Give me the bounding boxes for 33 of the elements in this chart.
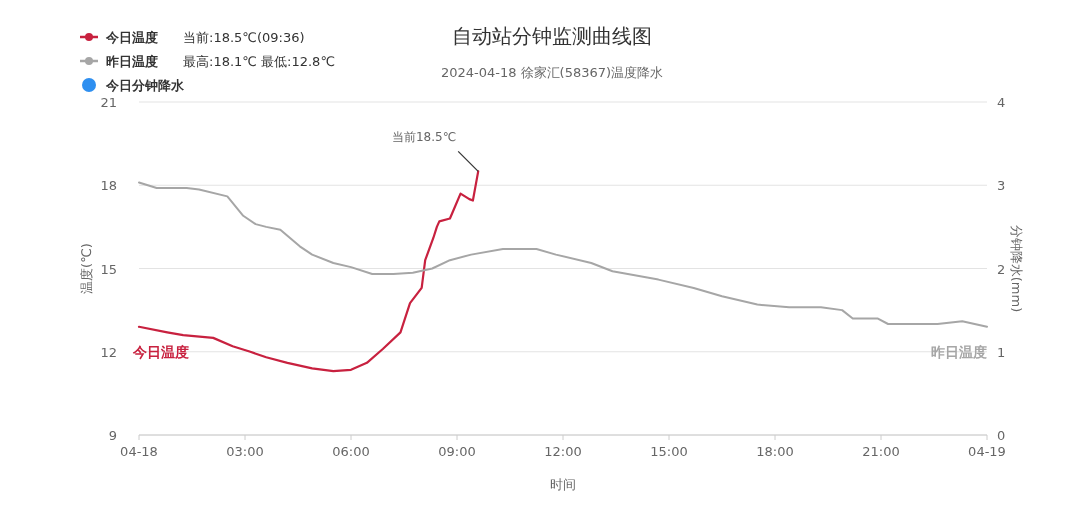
text: 昨日温度 bbox=[931, 343, 987, 360]
x-tick-label: 15:00 bbox=[650, 444, 688, 459]
y2-tick-label: 0 bbox=[997, 428, 1006, 443]
text: 今日温度 bbox=[133, 343, 189, 360]
text: 最高:18.1℃ 最低:12.8℃ bbox=[183, 54, 335, 69]
x-tick-label: 04-19 bbox=[968, 444, 1006, 459]
line-series bbox=[138, 181, 988, 328]
text: 当前:18.5℃(09:36) bbox=[183, 30, 305, 45]
annotation: 当前18.5℃ bbox=[392, 130, 457, 145]
legend-label: 今日分钟降水 bbox=[105, 78, 185, 93]
y-tick-label: 21 bbox=[100, 95, 117, 110]
x-tick-label: 09:00 bbox=[438, 444, 476, 459]
x-tick-label: 04-18 bbox=[120, 444, 158, 459]
chart-subtitle: 2024-04-18 徐家汇(58367)温度降水 bbox=[440, 65, 664, 80]
x-tick-label: 21:00 bbox=[862, 444, 900, 459]
y2-tick-label: 1 bbox=[997, 344, 1006, 360]
legend-label: 今日温度 bbox=[105, 30, 158, 45]
legend-label: 昨日温度 bbox=[106, 54, 158, 69]
x-tick-label: 18:00 bbox=[756, 444, 794, 459]
y-axis-title: 温度(℃) bbox=[79, 243, 94, 294]
y2-tick-label: 3 bbox=[997, 178, 1006, 194]
x-tick-label: 12:00 bbox=[544, 444, 582, 459]
y2-tick-label: 4 bbox=[997, 95, 1006, 110]
chart-title: 自动站分钟监测曲线图 bbox=[452, 24, 652, 48]
x-tick-label: 06:00 bbox=[332, 444, 370, 459]
y2-tick-label: 2 bbox=[997, 261, 1006, 277]
y2-axis-title: 分钟降水(mm) bbox=[1009, 224, 1024, 313]
y-tick-label: 12 bbox=[100, 344, 117, 360]
y-tick-label: 15 bbox=[100, 261, 117, 277]
x-tick-label: 03:00 bbox=[226, 444, 264, 459]
x-axis-title: 时间 bbox=[550, 477, 576, 492]
y-tick-label: 18 bbox=[100, 178, 117, 194]
y-tick-label: 9 bbox=[108, 428, 117, 443]
